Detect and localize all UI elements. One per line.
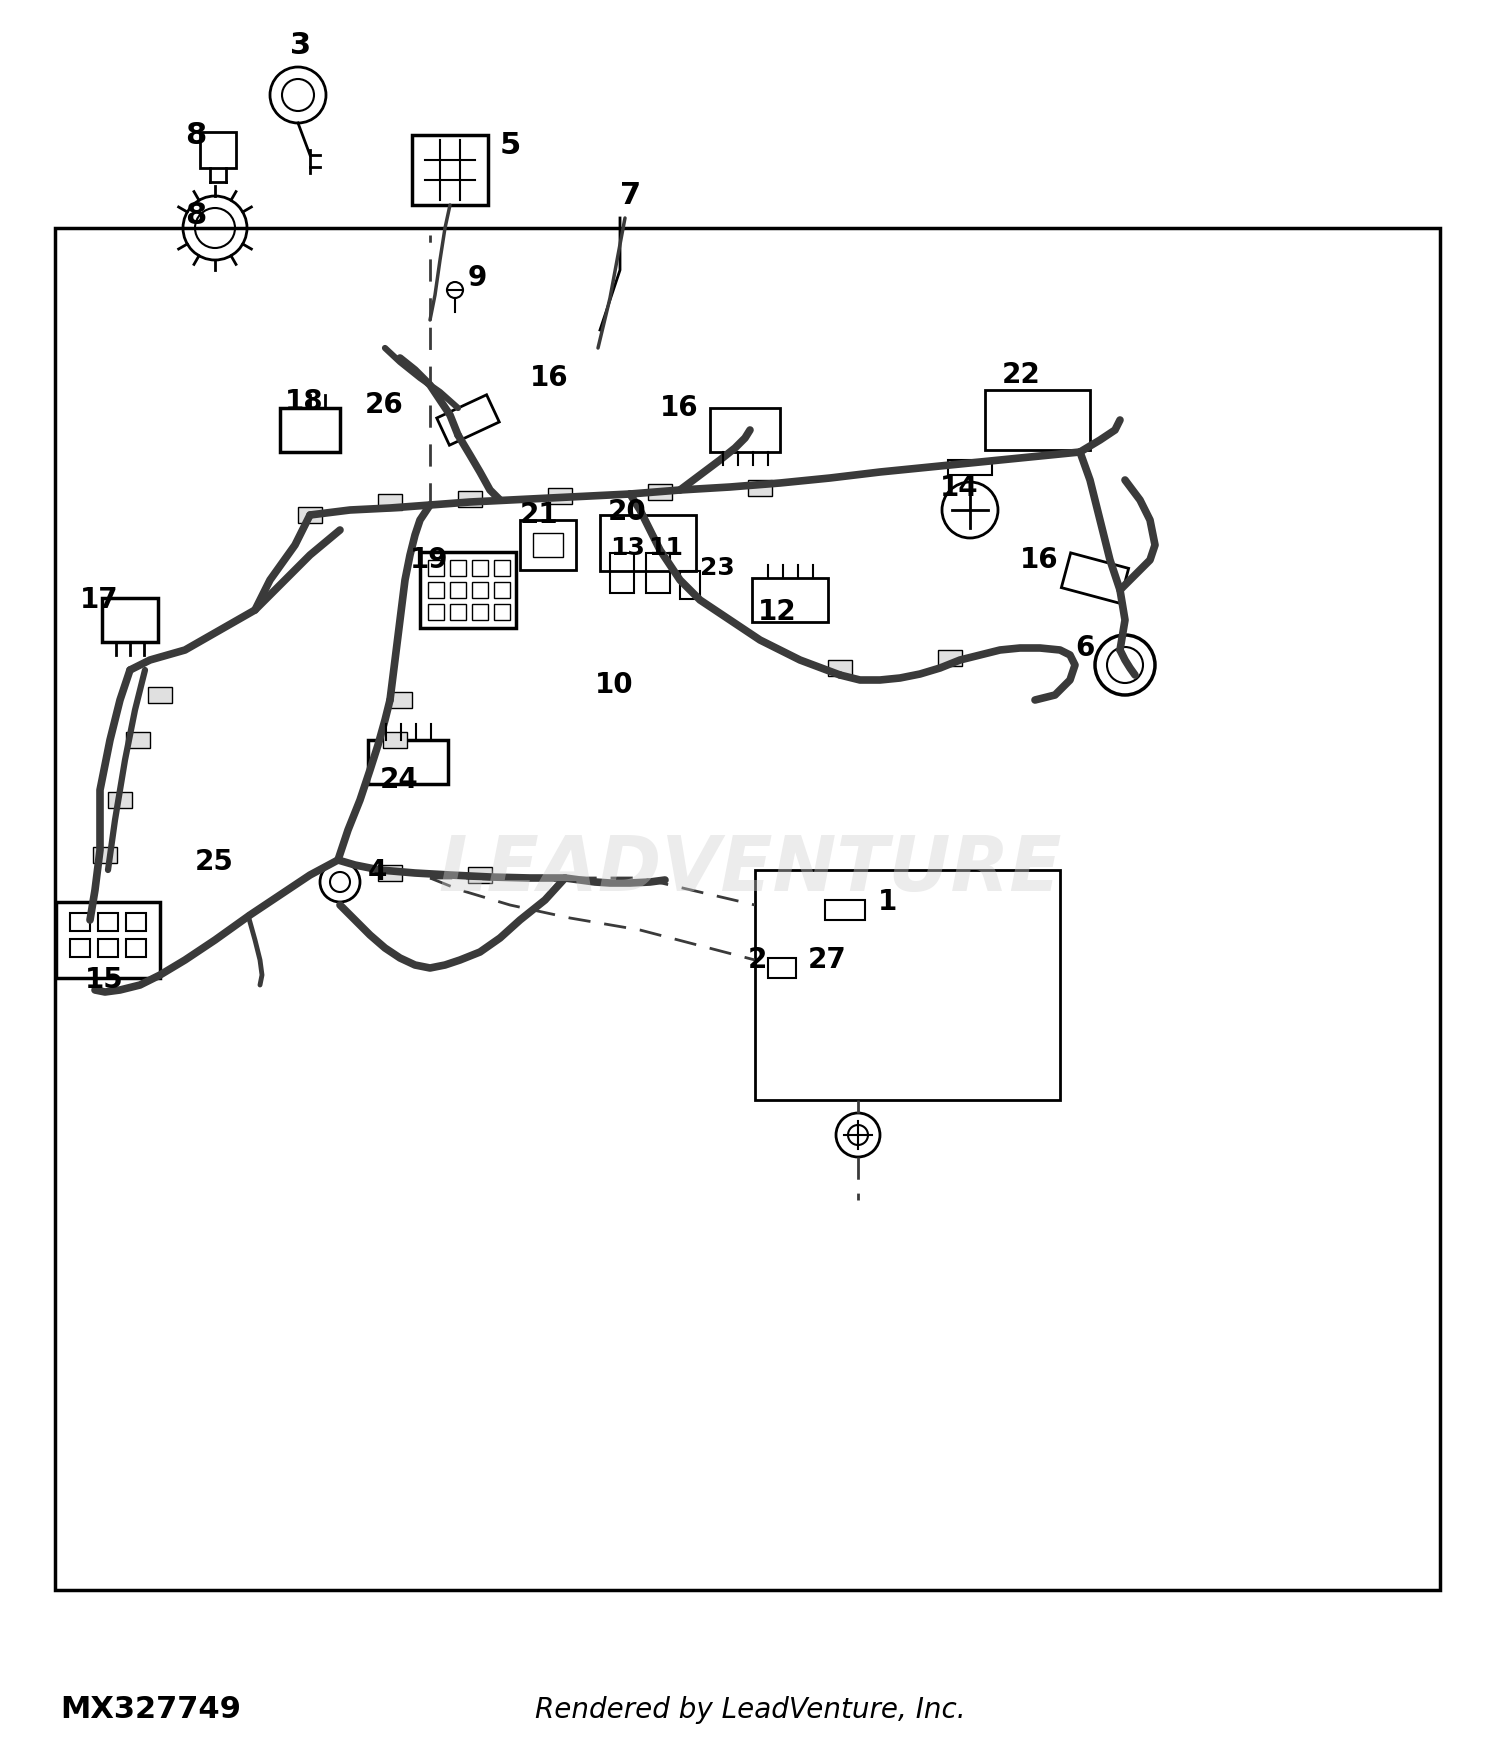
Bar xyxy=(610,553,634,593)
Bar xyxy=(752,578,828,621)
Bar xyxy=(532,534,562,556)
Text: 5: 5 xyxy=(500,131,522,159)
Bar xyxy=(468,866,492,884)
Bar xyxy=(472,604,488,620)
Text: 16: 16 xyxy=(530,364,568,392)
Bar xyxy=(378,864,402,880)
Text: 22: 22 xyxy=(1002,360,1041,388)
Bar xyxy=(70,914,90,931)
Bar xyxy=(436,396,500,444)
Bar xyxy=(420,551,516,628)
Text: 8: 8 xyxy=(184,201,207,229)
Text: 17: 17 xyxy=(80,586,118,614)
Circle shape xyxy=(447,282,464,298)
Text: 25: 25 xyxy=(195,849,234,877)
Text: 20: 20 xyxy=(608,499,646,527)
Text: 7: 7 xyxy=(620,180,640,210)
Bar xyxy=(148,688,172,704)
Bar xyxy=(680,570,700,598)
Bar xyxy=(368,740,448,784)
Bar xyxy=(494,583,510,598)
Bar xyxy=(427,604,444,620)
Circle shape xyxy=(282,79,314,110)
Bar xyxy=(126,732,150,747)
Text: 26: 26 xyxy=(364,390,404,418)
Bar xyxy=(472,583,488,598)
Bar xyxy=(1062,553,1128,604)
Text: 15: 15 xyxy=(86,966,124,994)
Text: 2: 2 xyxy=(748,947,768,975)
Bar xyxy=(646,553,670,593)
Text: 16: 16 xyxy=(660,394,699,422)
Text: 10: 10 xyxy=(596,670,633,698)
Bar xyxy=(450,560,466,576)
Text: 4: 4 xyxy=(368,858,387,886)
Text: MX327749: MX327749 xyxy=(60,1696,242,1724)
Bar xyxy=(98,914,118,931)
Bar xyxy=(600,514,696,570)
Bar xyxy=(768,957,796,978)
Bar xyxy=(388,691,412,709)
Bar xyxy=(56,228,1440,1591)
Text: 3: 3 xyxy=(290,30,310,60)
Bar xyxy=(520,520,576,570)
Bar xyxy=(458,492,482,508)
Text: 13: 13 xyxy=(610,536,645,560)
Text: 24: 24 xyxy=(380,766,419,794)
Bar xyxy=(754,870,1060,1101)
Bar xyxy=(748,480,772,495)
Text: 21: 21 xyxy=(520,500,558,528)
Bar xyxy=(382,732,406,747)
Bar xyxy=(825,900,866,920)
Bar xyxy=(280,408,340,452)
Bar xyxy=(102,598,158,642)
Bar xyxy=(93,847,117,863)
Bar xyxy=(450,583,466,598)
Bar xyxy=(938,649,962,667)
Text: 9: 9 xyxy=(468,264,488,292)
Bar xyxy=(70,940,90,957)
Text: 8: 8 xyxy=(184,121,207,149)
Text: 27: 27 xyxy=(808,947,846,975)
Bar xyxy=(710,408,780,452)
Text: 18: 18 xyxy=(285,388,324,416)
Bar xyxy=(126,914,146,931)
Text: 12: 12 xyxy=(758,598,796,626)
Bar xyxy=(98,940,118,957)
Bar xyxy=(413,135,488,205)
Bar xyxy=(378,493,402,509)
Bar xyxy=(126,940,146,957)
Text: 23: 23 xyxy=(700,556,735,579)
Text: LEADVENTURE: LEADVENTURE xyxy=(438,833,1062,907)
Text: Rendered by LeadVenture, Inc.: Rendered by LeadVenture, Inc. xyxy=(534,1696,966,1724)
Bar xyxy=(494,560,510,576)
Bar xyxy=(108,793,132,808)
Bar xyxy=(548,488,572,504)
Text: 11: 11 xyxy=(648,536,682,560)
Bar xyxy=(427,560,444,576)
Bar xyxy=(298,507,322,523)
Bar xyxy=(56,901,160,978)
Bar xyxy=(986,390,1090,450)
Bar xyxy=(200,131,236,168)
Bar xyxy=(494,604,510,620)
Bar xyxy=(648,485,672,500)
Text: 6: 6 xyxy=(1076,634,1095,662)
Text: 1: 1 xyxy=(878,887,897,915)
Text: 14: 14 xyxy=(940,474,978,502)
Text: 19: 19 xyxy=(410,546,448,574)
Bar xyxy=(948,460,992,474)
Bar xyxy=(427,583,444,598)
Bar xyxy=(828,660,852,676)
Bar xyxy=(472,560,488,576)
Bar xyxy=(450,604,466,620)
Text: 16: 16 xyxy=(1020,546,1059,574)
